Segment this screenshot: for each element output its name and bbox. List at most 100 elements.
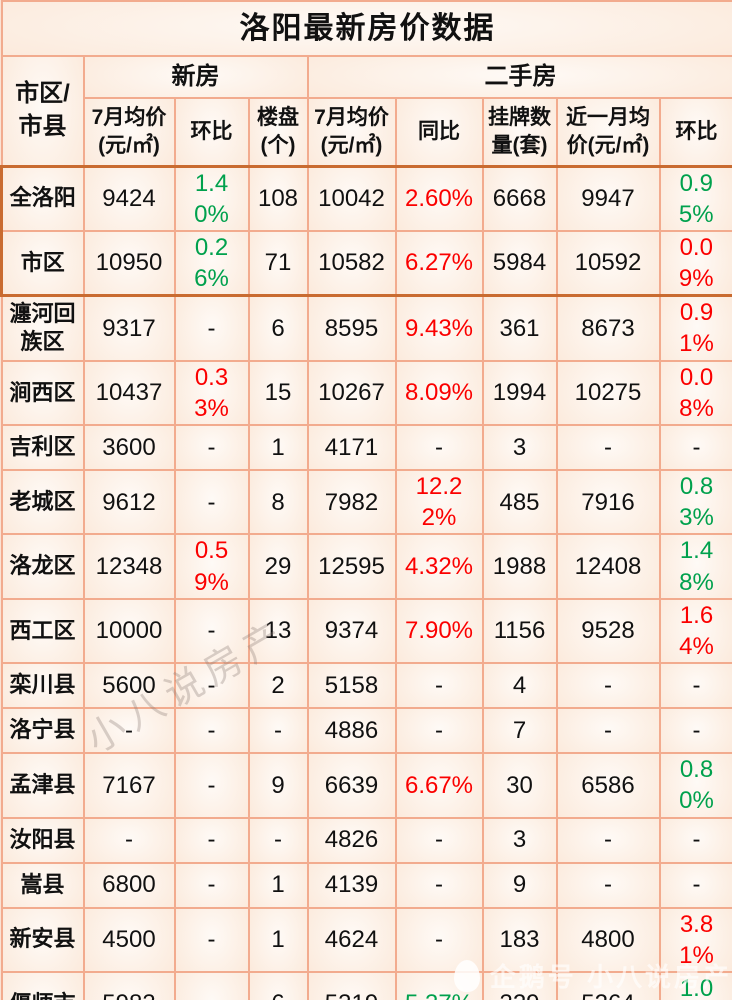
- col-header-used-yoy: 同比: [394, 97, 484, 167]
- data-cell: 1.03%: [658, 970, 732, 1000]
- col-header-new-mom: 环比: [173, 97, 250, 167]
- data-cell: 9528: [555, 597, 661, 665]
- data-cell: 1.64%: [658, 597, 732, 665]
- data-cell: 12408: [555, 533, 661, 600]
- table-row: 涧西区 10437 0.33% 15 10267 8.09% 1994 10275 0.08%: [0, 359, 732, 427]
- data-cell: 29: [247, 533, 309, 600]
- data-cell: 3: [481, 424, 558, 471]
- data-cell: 5158: [306, 662, 397, 710]
- data-cell: 10950: [82, 229, 176, 298]
- data-cell: -: [658, 816, 732, 864]
- data-cell: 6.27%: [394, 229, 484, 298]
- table-row: 嵩县 6800-1 4139-9- -: [0, 861, 732, 909]
- col-header-new-avg-price: 7月均价(元/㎡): [82, 97, 176, 167]
- data-cell: 7982: [306, 468, 397, 536]
- group-header-new-homes: 新房: [82, 55, 309, 99]
- data-cell: 485: [481, 468, 558, 536]
- data-cell: -: [394, 707, 484, 755]
- col-header-used-month-avg: 近一月均价(元/㎡): [555, 97, 661, 167]
- data-cell: 6800: [82, 861, 176, 909]
- data-cell: 4: [481, 662, 558, 710]
- data-cell: 9: [247, 752, 309, 819]
- data-cell: -: [173, 970, 250, 1000]
- data-cell: 4.32%: [394, 533, 484, 600]
- data-cell: 6.67%: [394, 752, 484, 819]
- data-cell: 6: [247, 970, 309, 1000]
- data-cell: 8.09%: [394, 359, 484, 427]
- data-cell: -: [173, 816, 250, 864]
- data-cell: 5.37%: [394, 970, 484, 1000]
- data-cell: 10000: [82, 597, 176, 665]
- col-header-used-mom: 环比: [658, 97, 732, 167]
- data-cell: 329: [481, 970, 558, 1000]
- data-cell: -: [394, 662, 484, 710]
- row-label: 嵩县: [0, 861, 85, 909]
- data-cell: -: [555, 816, 661, 864]
- data-cell: 6639: [306, 752, 397, 819]
- row-label: 全洛阳: [0, 164, 85, 232]
- data-cell: 12.22%: [394, 468, 484, 536]
- row-label: 吉利区: [0, 424, 85, 471]
- data-cell: 4800: [555, 906, 661, 973]
- row-label: 市区: [0, 229, 85, 298]
- data-cell: -: [555, 424, 661, 471]
- data-cell: -: [173, 294, 250, 362]
- data-cell: 3.81%: [658, 906, 732, 973]
- data-cell: 8673: [555, 294, 661, 362]
- row-label: 西工区: [0, 597, 85, 665]
- data-cell: -: [394, 424, 484, 471]
- data-cell: 6: [247, 294, 309, 362]
- data-cell: 7: [481, 707, 558, 755]
- table-row: 老城区 9612-8 7982 12.22% 485 7916 0.83%: [0, 468, 732, 536]
- data-cell: -: [173, 424, 250, 471]
- data-cell: 2.60%: [394, 164, 484, 232]
- data-cell: 1156: [481, 597, 558, 665]
- table-row: 洛龙区 12348 0.59% 29 12595 4.32% 1988 12408 1.48%: [0, 533, 732, 600]
- row-label: 汝阳县: [0, 816, 85, 864]
- table-body: 全洛阳 9424 1.40% 108 10042 2.60% 6668 9947 0.95% 市区…: [0, 164, 732, 1000]
- row-label: 老城区: [0, 468, 85, 536]
- data-cell: 7167: [82, 752, 176, 819]
- data-cell: -: [247, 707, 309, 755]
- data-cell: 0.80%: [658, 752, 732, 819]
- data-cell: 7916: [555, 468, 661, 536]
- page-title: 洛阳最新房价数据: [0, 0, 732, 57]
- data-cell: 9374: [306, 597, 397, 665]
- row-label: 洛宁县: [0, 707, 85, 755]
- data-cell: 1: [247, 424, 309, 471]
- table-row: 全洛阳 9424 1.40% 108 10042 2.60% 6668 9947 0.95%: [0, 164, 732, 232]
- row-label: 洛龙区: [0, 533, 85, 600]
- data-cell: 5600: [82, 662, 176, 710]
- data-cell: 1.48%: [658, 533, 732, 600]
- corner-header: 市区/市县: [0, 55, 85, 167]
- data-cell: -: [658, 707, 732, 755]
- data-cell: 10042: [306, 164, 397, 232]
- data-cell: 13: [247, 597, 309, 665]
- table-row: 市区 10950 0.26% 71 10582 6.27% 5984 10592 0.09%: [0, 229, 732, 298]
- table-row: 瀍河回族区 9317-6 8595 9.43% 361 8673 0.91%: [0, 294, 732, 362]
- data-cell: 0.33%: [173, 359, 250, 427]
- data-cell: 0.59%: [173, 533, 250, 600]
- group-header-secondhand-homes: 二手房: [306, 55, 732, 99]
- data-cell: 1994: [481, 359, 558, 427]
- row-label: 瀍河回族区: [0, 294, 85, 362]
- data-cell: -: [173, 707, 250, 755]
- data-cell: 0.91%: [658, 294, 732, 362]
- data-cell: -: [173, 906, 250, 973]
- data-cell: 4624: [306, 906, 397, 973]
- data-cell: 0.08%: [658, 359, 732, 427]
- data-cell: 9424: [82, 164, 176, 232]
- data-cell: -: [82, 816, 176, 864]
- data-cell: 6668: [481, 164, 558, 232]
- data-cell: -: [658, 424, 732, 471]
- data-cell: -: [555, 861, 661, 909]
- title-row: 洛阳最新房价数据: [0, 0, 732, 57]
- data-cell: 5319: [306, 970, 397, 1000]
- row-label: 孟津县: [0, 752, 85, 819]
- data-cell: 0.09%: [658, 229, 732, 298]
- data-cell: 4826: [306, 816, 397, 864]
- column-header-row: 7月均价(元/㎡) 环比 楼盘(个) 7月均价(元/㎡) 同比 挂牌数量(套) …: [2, 97, 732, 167]
- col-header-used-listings: 挂牌数量(套): [481, 97, 558, 167]
